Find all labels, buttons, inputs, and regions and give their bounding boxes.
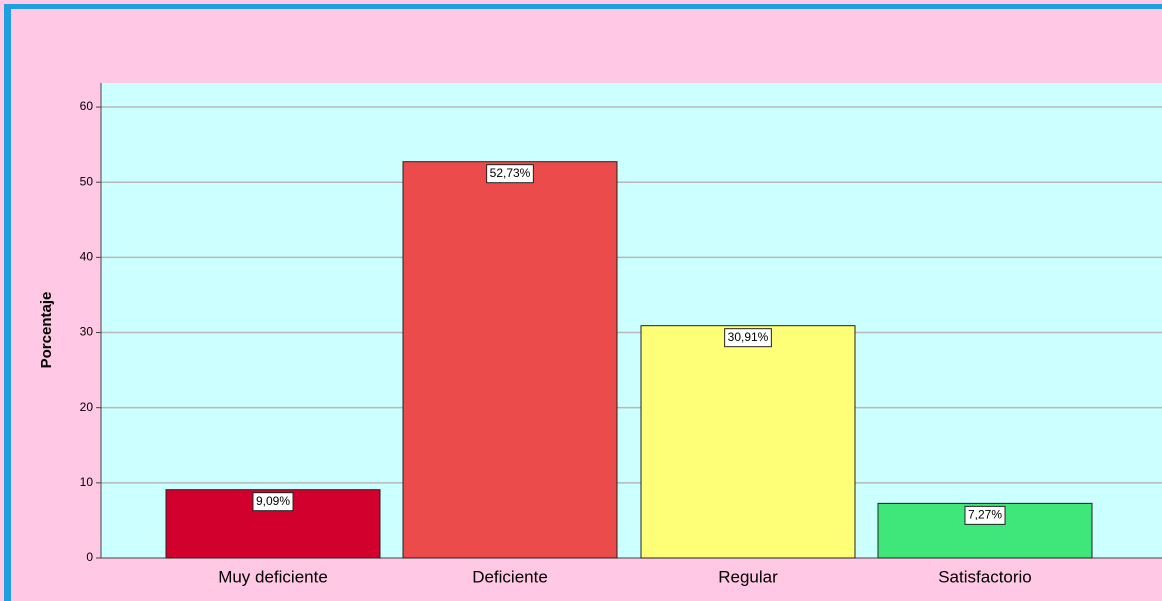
- value-label-box: [964, 505, 1006, 525]
- frame-top: [4, 4, 1162, 9]
- value-label: 7,27%: [968, 508, 1002, 522]
- y-tick-label: 0: [86, 550, 93, 564]
- y-tick-label: 40: [80, 250, 94, 264]
- value-label: 30,91%: [728, 330, 769, 344]
- value-label: 9,09%: [256, 494, 290, 508]
- value-label: 52,73%: [490, 166, 531, 180]
- y-tick-label: 60: [80, 99, 94, 113]
- value-label-box: [486, 164, 534, 184]
- x-tick-label: Muy deficiente: [218, 567, 328, 586]
- y-tick-label: 10: [80, 475, 94, 489]
- y-tick-label: 50: [80, 174, 94, 188]
- value-label-box: [252, 492, 294, 512]
- x-tick-label: Deficiente: [472, 567, 548, 586]
- value-label-box: [724, 328, 772, 348]
- y-axis-label: Porcentaje: [38, 292, 55, 369]
- bar: [402, 161, 618, 559]
- bar: [640, 325, 856, 559]
- plot-area: [101, 83, 1162, 558]
- y-tick-label: 30: [80, 325, 94, 339]
- y-tick-label: 20: [80, 400, 94, 414]
- x-tick-label: Satisfactorio: [938, 567, 1032, 586]
- frame-left: [4, 4, 11, 601]
- x-tick-label: Regular: [718, 567, 778, 586]
